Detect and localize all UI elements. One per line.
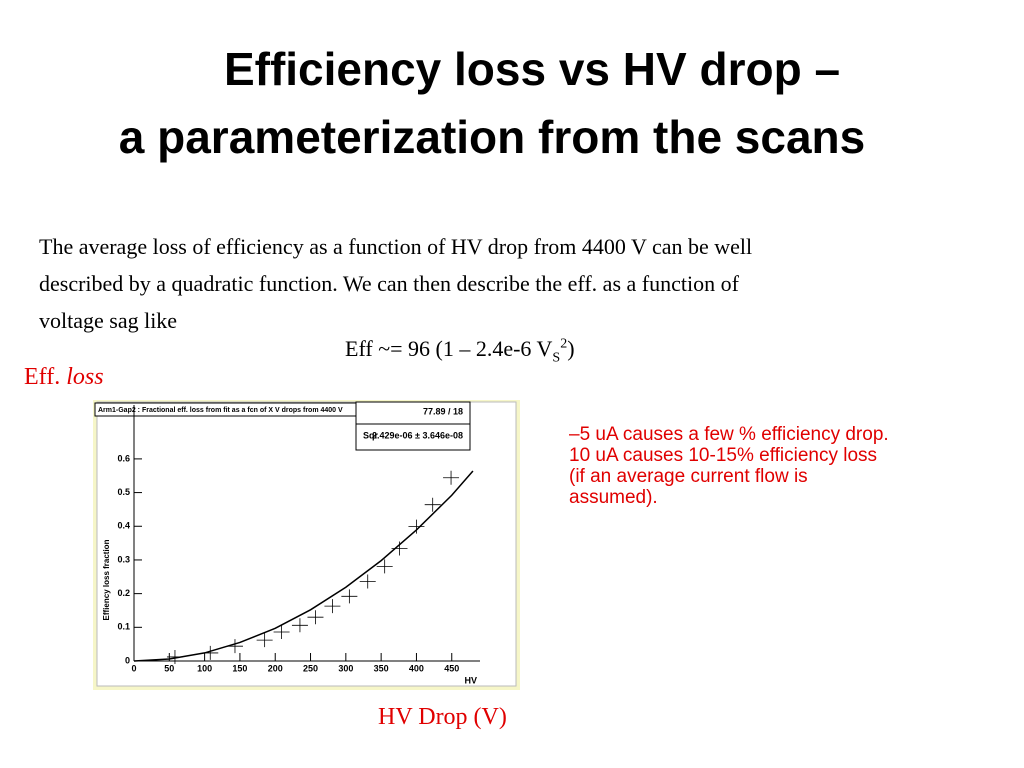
x-tick-label: 150: [232, 663, 247, 673]
point: [273, 625, 290, 640]
x-tick-label: 350: [374, 663, 389, 673]
stats-value: 2.429e-06 ± 3.646e-08: [372, 430, 463, 440]
point: [408, 519, 425, 534]
y-tick-label: 0: [125, 655, 130, 665]
stats-box: [355, 401, 471, 451]
point: [341, 589, 358, 604]
caption-text: Eff.: [24, 364, 61, 390]
note-line: assumed).: [569, 487, 658, 508]
formula-text: Eff ~= 96 (1 – 2.4e-6 V: [345, 336, 553, 361]
stats-chi2: 77.89 / 18: [423, 406, 463, 416]
y-caption: Eff. loss: [24, 364, 104, 391]
chart: Arm1-Gap2 : Fractional eff. loss from fi…: [93, 400, 520, 690]
caption-italic: loss: [66, 364, 104, 390]
point: [291, 618, 308, 633]
note-line: (if an average current flow is: [569, 466, 808, 487]
x-tick-label: 200: [268, 663, 283, 673]
fit-curve: [133, 470, 474, 662]
title-line: Efficiency loss vs HV drop –: [223, 43, 841, 95]
x-caption: HV Drop (V): [378, 704, 507, 730]
y-tick-label: 0.6: [117, 453, 130, 463]
x-tick-label: 250: [303, 663, 318, 673]
note-line: –5 uA causes a few % efficiency drop.: [569, 424, 889, 445]
point: [307, 610, 324, 625]
chart-title: Arm1-Gap2 : Fractional eff. loss from fi…: [98, 407, 343, 414]
x-tick-label: 300: [338, 663, 353, 673]
x-axis-label: HV: [464, 675, 477, 685]
x-tick-label: 0: [131, 663, 136, 673]
paragraph-line: described by a quadratic function. We ca…: [39, 271, 739, 296]
point: [443, 470, 460, 485]
note-line: 10 uA causes 10-15% efficiency loss: [569, 445, 878, 466]
x-tick-label: 400: [409, 663, 424, 673]
formula-sup: 2: [560, 336, 568, 352]
paragraph: The average loss of efficiency as a func…: [39, 228, 752, 339]
y-tick-label: 0.1: [117, 622, 130, 632]
point: [324, 599, 341, 614]
point: [376, 559, 393, 574]
title-line: a parameterization from the scans: [118, 111, 866, 163]
x-tick-label: 100: [197, 663, 212, 673]
formula-text: ): [567, 336, 575, 361]
stats-name: Sqr: [363, 430, 379, 440]
y-axis-label: Effiency loss fraction: [102, 539, 111, 620]
y-tick-label: 0.3: [117, 554, 130, 564]
formula-sub: S: [552, 350, 561, 366]
point: [359, 574, 376, 589]
x-tick-label: 50: [164, 663, 174, 673]
paragraph-line: The average loss of efficiency as a func…: [39, 234, 753, 259]
point: [424, 497, 441, 512]
y-tick-label: 0.2: [117, 588, 130, 598]
paragraph-line: voltage sag like: [39, 308, 178, 333]
y-tick-label: 0.4: [117, 521, 130, 531]
formula: Eff ~= 96 (1 – 2.4e-6 VS2): [345, 336, 575, 366]
y-tick-label: 0.5: [117, 487, 130, 497]
x-tick-label: 450: [444, 663, 459, 673]
note: –5 uA causes a few % efficiency drop. 10…: [569, 424, 889, 508]
point: [256, 633, 273, 648]
